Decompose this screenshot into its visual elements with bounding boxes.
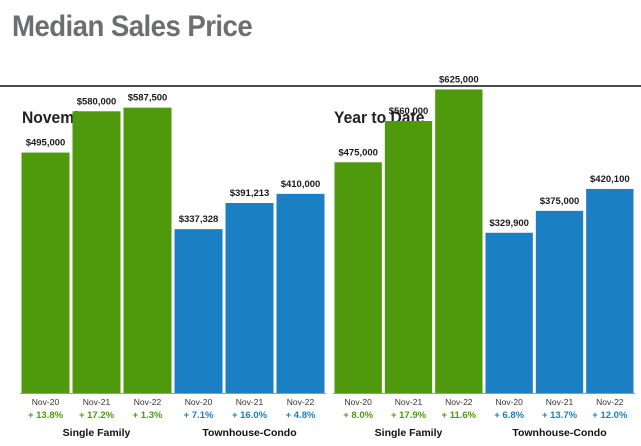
year-to-date-change-label-6: + 12.0% [592, 410, 628, 421]
year-to-date-value-label-4: $329,900 [489, 218, 529, 229]
november-bar-6 [276, 193, 325, 393]
november-tick-label-2: Nov-21 [83, 397, 111, 407]
november-value-label-6: $410,000 [281, 179, 321, 190]
november-group-label-townhouse-condo: Townhouse-Condo [202, 427, 296, 439]
november-bar-3 [123, 107, 172, 394]
year-to-date-group-label-single-family: Single Family [375, 427, 443, 439]
november-tick-label-4: Nov-20 [185, 397, 213, 407]
year-to-date-bar-2 [384, 121, 433, 393]
november-tick-label-6: Nov-22 [287, 397, 315, 407]
november-value-label-2: $580,000 [77, 96, 117, 107]
year-to-date-tick-label-2: Nov-21 [395, 397, 423, 407]
year-to-date-tick-label-3: Nov-22 [445, 397, 473, 407]
november-bar-1 [21, 152, 70, 393]
year-to-date-tick-label-5: Nov-21 [546, 397, 574, 407]
year-to-date-bar-6 [586, 188, 634, 393]
year-to-date-bar-5 [535, 210, 584, 393]
year-to-date-bar-3 [435, 89, 483, 393]
november-bar-2 [72, 111, 121, 394]
november-value-label-5: $391,213 [230, 188, 270, 199]
year-to-date-change-label-1: + 8.0% [343, 410, 373, 421]
year-to-date-change-label-4: + 6.8% [494, 410, 524, 421]
november-group-label-single-family: Single Family [63, 427, 131, 439]
november-tick-label-3: Nov-22 [134, 397, 162, 407]
november-change-label-3: + 1.3% [133, 410, 163, 421]
november-value-label-1: $495,000 [26, 138, 66, 149]
year-to-date-tick-label-4: Nov-20 [495, 397, 523, 407]
november-value-label-4: $337,328 [179, 214, 219, 225]
year-to-date-group-label-townhouse-condo: Townhouse-Condo [512, 427, 606, 439]
november-bar-4 [174, 229, 223, 393]
november-change-label-2: + 17.2% [79, 410, 115, 421]
year-to-date-change-label-5: + 13.7% [542, 410, 578, 421]
year-to-date-bar-4 [485, 232, 533, 393]
year-to-date-value-label-5: $375,000 [540, 196, 580, 207]
year-to-date-change-label-2: + 17.9% [391, 410, 427, 421]
year-to-date-bar-1 [334, 162, 382, 393]
page-title: Median Sales Price [12, 10, 253, 43]
year-to-date-value-label-3: $625,000 [439, 74, 479, 85]
year-to-date-tick-label-1: Nov-20 [344, 397, 372, 407]
year-to-date-value-label-6: $420,100 [590, 174, 630, 185]
november-change-label-4: + 7.1% [184, 410, 214, 421]
november-tick-label-1: Nov-20 [32, 397, 60, 407]
year-to-date-change-label-3: + 11.6% [442, 410, 477, 421]
november-change-label-5: + 16.0% [232, 410, 268, 421]
year-to-date-tick-label-6: Nov-22 [596, 397, 624, 407]
november-bar-5 [225, 202, 274, 393]
november-change-label-1: + 13.8% [28, 410, 64, 421]
year-to-date-value-label-2: $560,000 [389, 106, 429, 117]
november-value-label-3: $587,500 [128, 93, 168, 104]
november-change-label-6: + 4.8% [286, 410, 316, 421]
title-divider [0, 85, 641, 87]
year-to-date-value-label-1: $475,000 [338, 147, 378, 158]
november-tick-label-5: Nov-21 [236, 397, 264, 407]
